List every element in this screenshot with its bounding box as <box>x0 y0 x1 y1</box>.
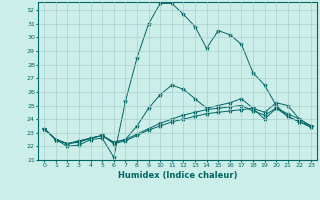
X-axis label: Humidex (Indice chaleur): Humidex (Indice chaleur) <box>118 171 237 180</box>
